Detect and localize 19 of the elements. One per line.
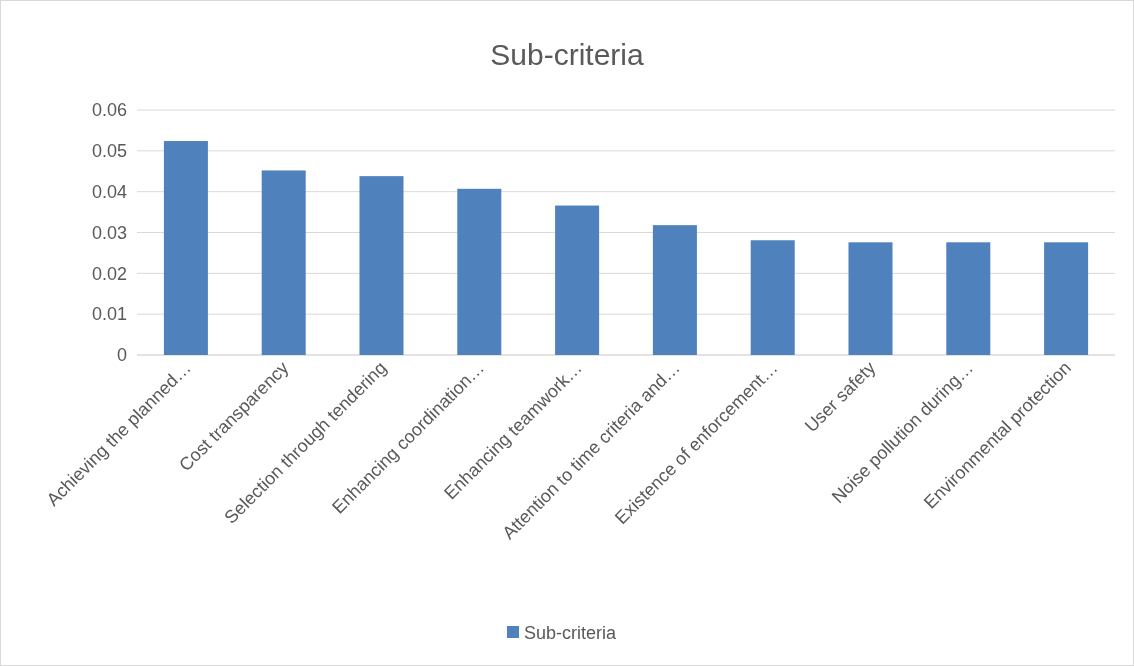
chart-title: Sub-criteria [490,38,644,71]
y-tick-label: 0.04 [91,181,127,202]
bar [750,240,795,355]
bar [946,242,991,355]
bar [652,225,697,355]
legend-label: Sub-criteria [524,623,618,644]
y-tick-label: 0.03 [91,222,127,243]
bar [1044,242,1089,355]
y-tick-label: 0.01 [91,304,127,325]
y-tick-label: 0.06 [91,100,127,121]
y-tick-label: 0.05 [91,141,127,162]
bar [163,141,208,355]
bar [457,188,502,355]
bar [555,205,600,355]
bar [261,170,306,355]
bar [848,242,893,355]
y-tick-label: 0.02 [91,263,127,284]
y-tick-label: 0 [116,345,127,366]
bar [359,176,404,355]
